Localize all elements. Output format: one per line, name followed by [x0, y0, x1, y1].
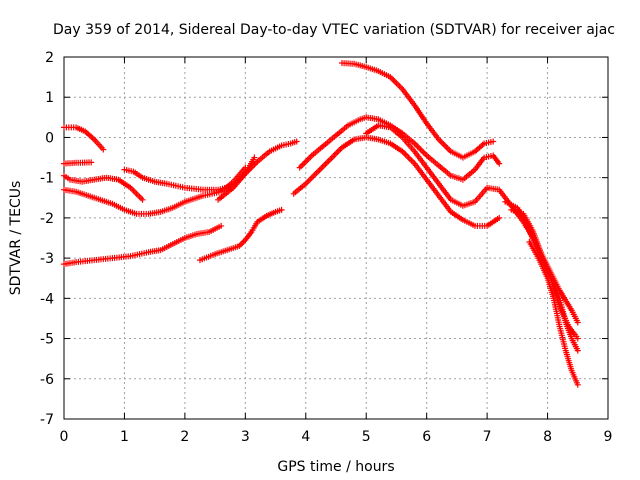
x-tick-label: 8: [543, 429, 552, 445]
x-tick-label: 0: [60, 429, 69, 445]
x-tick-label: 9: [604, 429, 613, 445]
y-tick-label: 1: [45, 90, 54, 106]
y-tick-label: -1: [40, 171, 54, 187]
axis-ticks: 0 1 2 3 4 5 6 7 8 9 -7 -6 -5 -4 -3 -2 -1 0 1 2: [40, 50, 612, 445]
series-marks: [61, 222, 225, 268]
y-tick-label: 2: [45, 50, 54, 66]
series-arc-5: [61, 164, 249, 217]
x-tick-label: 5: [362, 429, 371, 445]
x-axis-label: GPS time / hours: [277, 459, 394, 475]
series-marks: [339, 60, 497, 161]
y-tick-label: -3: [40, 251, 54, 267]
x-tick-label: 2: [180, 429, 189, 445]
chart-title: Day 359 of 2014, Sidereal Day-to-day VTE…: [53, 22, 615, 38]
series-arc-15: [526, 239, 581, 388]
x-tick-label: 1: [120, 429, 129, 445]
series-marks: [61, 172, 146, 203]
x-tick-label: 4: [301, 429, 310, 445]
series-marks: [61, 124, 107, 153]
series-marks: [61, 159, 95, 167]
series-marks: [197, 206, 285, 264]
series-arc-3: [61, 172, 146, 203]
y-tick-label: -4: [40, 291, 54, 307]
series-arc-8: [215, 138, 300, 203]
series-arc-7: [197, 206, 285, 264]
y-axis-label: SDTVAR / TECUs: [8, 181, 24, 296]
series-marks: [290, 134, 503, 229]
series-layer: [61, 60, 581, 388]
series-arc-11: [339, 60, 497, 161]
series-arc-6: [61, 222, 225, 268]
y-tick-label: -5: [40, 332, 54, 348]
series-arc-9: [290, 134, 503, 229]
x-tick-label: 7: [483, 429, 492, 445]
y-tick-label: -7: [40, 412, 54, 428]
series-marks: [61, 164, 249, 217]
y-tick-label: -2: [40, 211, 54, 227]
x-tick-label: 6: [422, 429, 431, 445]
x-tick-label: 3: [241, 429, 250, 445]
y-tick-label: 0: [45, 130, 54, 146]
series-marks: [526, 239, 581, 388]
plot-frame: [63, 56, 609, 420]
series-marks: [215, 138, 300, 203]
series-arc-2: [61, 159, 95, 167]
series-arc-1: [61, 124, 107, 153]
y-tick-label: -6: [40, 372, 54, 388]
